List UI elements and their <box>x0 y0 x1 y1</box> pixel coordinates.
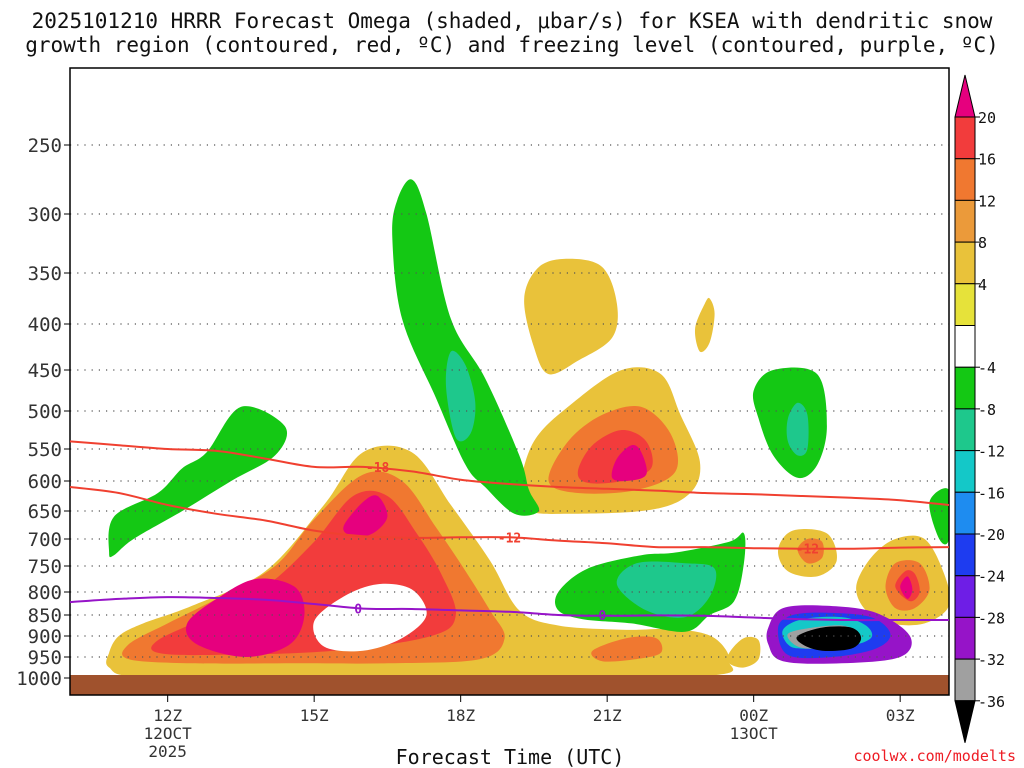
x-tick-label-00Z: 00Z <box>739 706 768 725</box>
contour-label--12C: -12 <box>796 543 819 558</box>
contour--18C <box>69 440 950 506</box>
x-tick-date-12Z: 12OCT <box>144 724 193 743</box>
colorbar-label: 4 <box>978 276 987 294</box>
y-tick-label-950: 950 <box>28 647 62 669</box>
y-tick-label-450: 450 <box>28 360 62 382</box>
y-axis-ticks: 2503003504004505005506006507007508008509… <box>16 135 70 690</box>
y-tick-label-250: 250 <box>28 135 62 157</box>
contour-label-0C: 0 <box>354 603 362 618</box>
colorbar-label: -8 <box>978 401 996 419</box>
omega-region-green-700 <box>108 406 288 558</box>
y-tick-label-1000: 1000 <box>16 668 62 690</box>
omega-region-yellow-dot-400 <box>694 297 715 353</box>
omega-region-green-650 <box>929 488 949 545</box>
colorbar-bin <box>954 408 976 452</box>
colorbar-label: -24 <box>978 568 1005 586</box>
contour-0C <box>69 596 949 622</box>
colorbar-bin <box>954 491 976 535</box>
colorbar-label: -12 <box>978 443 1005 461</box>
y-tick-label-850: 850 <box>28 605 62 627</box>
omega-region-yellow-920 <box>727 636 761 668</box>
colorbar-label: 8 <box>978 234 987 252</box>
contour--12C <box>69 486 950 550</box>
y-tick-label-300: 300 <box>28 204 62 226</box>
omega-region-black-900 <box>796 626 862 651</box>
colorbar-label: 16 <box>978 151 996 169</box>
contour-label-0C: 0 <box>598 609 606 624</box>
y-tick-label-800: 800 <box>28 582 62 604</box>
x-tick-label-21Z: 21Z <box>593 706 622 725</box>
y-tick-label-500: 500 <box>28 401 62 423</box>
colorbar-legend: 20 16 12 8 4 -4 -8 -12 -16 -20 -24 -28 -32 -36 <box>954 74 1005 743</box>
colorbar-label: -36 <box>978 693 1005 711</box>
omega-region-magenta-700 <box>343 495 388 537</box>
colorbar-bin <box>954 616 976 660</box>
colorbar-bin <box>954 575 976 618</box>
colorbar-label: 12 <box>978 192 996 210</box>
colorbar-bin <box>954 241 976 285</box>
omega-region-teal-500 <box>786 402 809 456</box>
plot-area <box>106 179 949 675</box>
y-tick-label-650: 650 <box>28 501 62 523</box>
x-tick-label-12Z: 12Z <box>153 706 182 725</box>
colorbar-label: -20 <box>978 526 1005 544</box>
colorbar-label: -4 <box>978 359 996 377</box>
omega-region-orange-700 <box>797 538 824 564</box>
plot-frame <box>69 67 950 696</box>
colorbar-label: -16 <box>978 484 1005 502</box>
chart-title-line-2: growth region (contoured, red, ºC) and f… <box>25 33 999 57</box>
contour-label--12C: -12 <box>498 531 521 546</box>
y-tick-label-550: 550 <box>28 439 62 461</box>
colorbar-bin <box>954 450 976 493</box>
omega-region-magenta-500 <box>611 444 647 482</box>
x-tick-date-00Z: 13OCT <box>730 724 779 743</box>
omega-region-teal-750 <box>616 561 717 618</box>
x-tick-label-15Z: 15Z <box>300 706 329 725</box>
x-tick-label-18Z: 18Z <box>446 706 475 725</box>
omega-region-green-300 <box>392 179 540 516</box>
grid-lines <box>70 144 949 658</box>
x-axis-title: Forecast Time (UTC) <box>396 745 625 768</box>
x-tick-label-03Z: 03Z <box>886 706 915 725</box>
temperature-contours: -18 -12 -12 0 0 <box>69 440 950 624</box>
omega-region-magenta-low <box>185 578 305 657</box>
colorbar-bin <box>954 366 976 410</box>
colorbar-bin <box>954 533 976 577</box>
colorbar-bin <box>954 283 976 326</box>
colorbar-bin <box>954 700 976 743</box>
chart-title-line-1: 2025101210 HRRR Forecast Omega (shaded, … <box>31 9 993 33</box>
y-tick-label-600: 600 <box>28 471 62 493</box>
colorbar-bin <box>954 325 976 368</box>
contour-label--18C: -18 <box>366 461 390 476</box>
colorbar-label: -28 <box>978 609 1005 627</box>
omega-region-white-hole <box>313 583 427 652</box>
credit-link[interactable]: coolwx.com/modelts <box>853 747 1016 765</box>
colorbar-bin <box>954 199 976 243</box>
y-tick-label-750: 750 <box>28 556 62 578</box>
x-tick-year-12Z: 2025 <box>148 742 187 761</box>
ground-surface <box>70 675 949 695</box>
omega-region-orange-900-a <box>591 636 663 662</box>
omega-region-teal-430 <box>445 350 476 442</box>
y-tick-label-350: 350 <box>28 263 62 285</box>
omega-region-yellow-350 <box>524 258 618 375</box>
colorbar-bin <box>954 658 976 702</box>
omega-region-magenta-800 <box>900 576 913 599</box>
colorbar-label: -32 <box>978 651 1005 669</box>
y-tick-label-400: 400 <box>28 314 62 336</box>
colorbar-bin <box>954 74 976 118</box>
y-tick-label-900: 900 <box>28 626 62 648</box>
colorbar-label: 20 <box>978 109 996 127</box>
colorbar-bin <box>954 158 976 201</box>
y-tick-label-700: 700 <box>28 529 62 551</box>
colorbar-bin <box>954 116 976 160</box>
